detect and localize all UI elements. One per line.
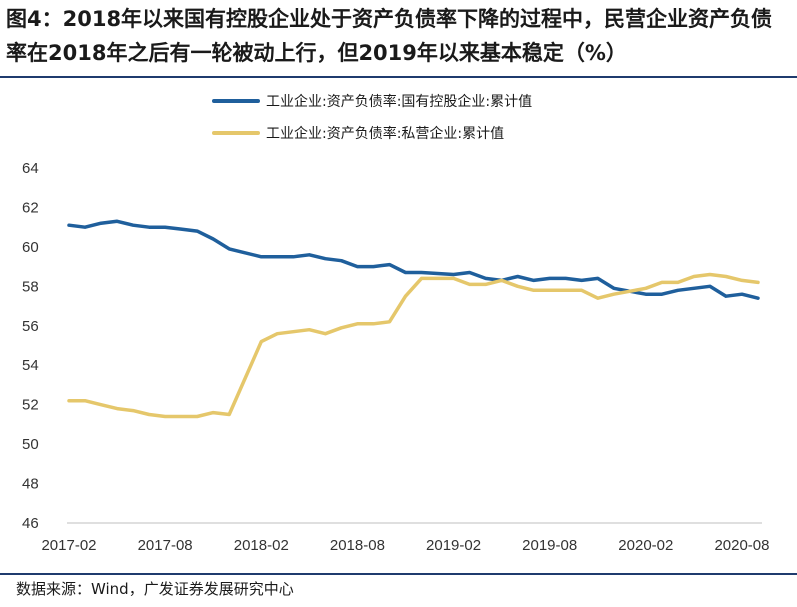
legend-label: 工业企业:资产负债率:私营企业:累计值 [266,125,504,142]
y-tick-label: 60 [22,239,39,256]
y-tick-label: 56 [22,318,39,335]
x-tick-label: 2020-02 [618,537,673,554]
series-line-1 [67,219,760,300]
y-tick-label: 50 [22,436,39,453]
series-line-2 [67,272,760,419]
y-tick-label: 46 [22,515,39,532]
x-tick-label: 2017-08 [138,537,193,554]
source-note: 数据来源：Wind，广发证券发展研究中心 [16,580,294,598]
title-divider [0,76,797,78]
y-tick-label: 52 [22,397,39,414]
line-chart: 工业企业:资产负债率:国有控股企业:累计值工业企业:资产负债率:私营企业:累计值… [22,93,770,554]
y-tick-label: 64 [22,160,39,177]
x-tick-label: 2020-08 [714,537,769,554]
x-axis: 2017-02 2017-08 2018-02 2018-08 2019-02 2019-… [41,522,770,554]
footer-divider [0,573,797,575]
x-tick-label: 2018-08 [330,537,385,554]
chart-title: 图4：2018年以来国有控股企业处于资产负债率下降的过程中，民营企业资产负债率在… [6,7,773,65]
x-tick-label: 2018-02 [234,537,289,554]
y-tick-label: 62 [22,199,39,216]
legend-label: 工业企业:资产负债率:国有控股企业:累计值 [266,93,532,110]
y-tick-label: 54 [22,357,39,374]
y-axis: 46 48 50 52 54 56 58 60 62 64 [22,160,39,532]
plot-area [67,219,760,419]
x-tick-label: 2019-08 [522,537,577,554]
x-tick-label: 2019-02 [426,537,481,554]
y-tick-label: 48 [22,476,39,493]
x-tick-label: 2017-02 [41,537,96,554]
y-tick-label: 58 [22,278,39,295]
